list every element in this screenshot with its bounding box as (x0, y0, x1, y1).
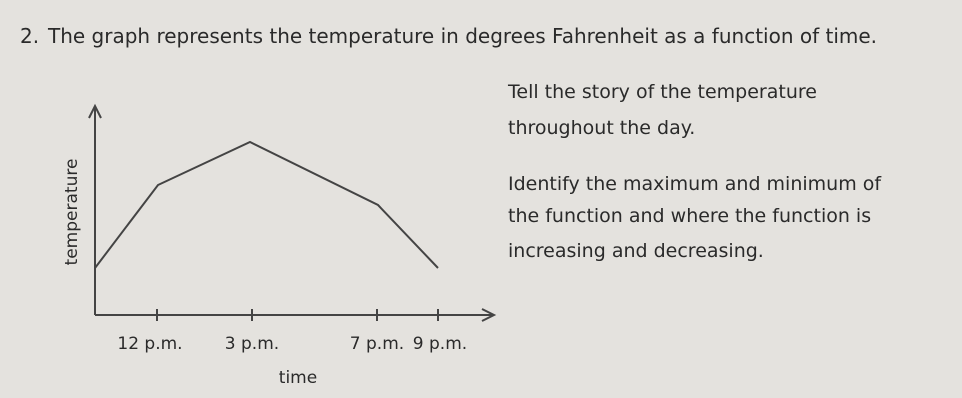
x-axis-label: time (279, 368, 317, 388)
temperature-line (94, 140, 439, 269)
x-tick-label: 12 p.m. (117, 334, 182, 354)
prompt-line: Identify the maximum and minimum of (508, 173, 882, 195)
x-axis-arrow (481, 308, 497, 322)
graph (88, 103, 497, 322)
y-axis-arrow (88, 103, 102, 119)
question-text: The graph represents the temperature in … (47, 24, 877, 48)
x-tick-label: 9 p.m. (413, 334, 467, 354)
y-axis-label: temperature (62, 159, 82, 266)
prompt-line: throughout the day. (508, 117, 695, 139)
prompt-line: the function and where the function is (508, 205, 871, 227)
question-number: 2. (20, 24, 39, 48)
x-tick-label: 7 p.m. (350, 334, 404, 354)
x-tick-label: 3 p.m. (225, 334, 279, 354)
prompt-line: Tell the story of the temperature (507, 81, 817, 103)
prompt-line: increasing and decreasing. (508, 240, 764, 262)
